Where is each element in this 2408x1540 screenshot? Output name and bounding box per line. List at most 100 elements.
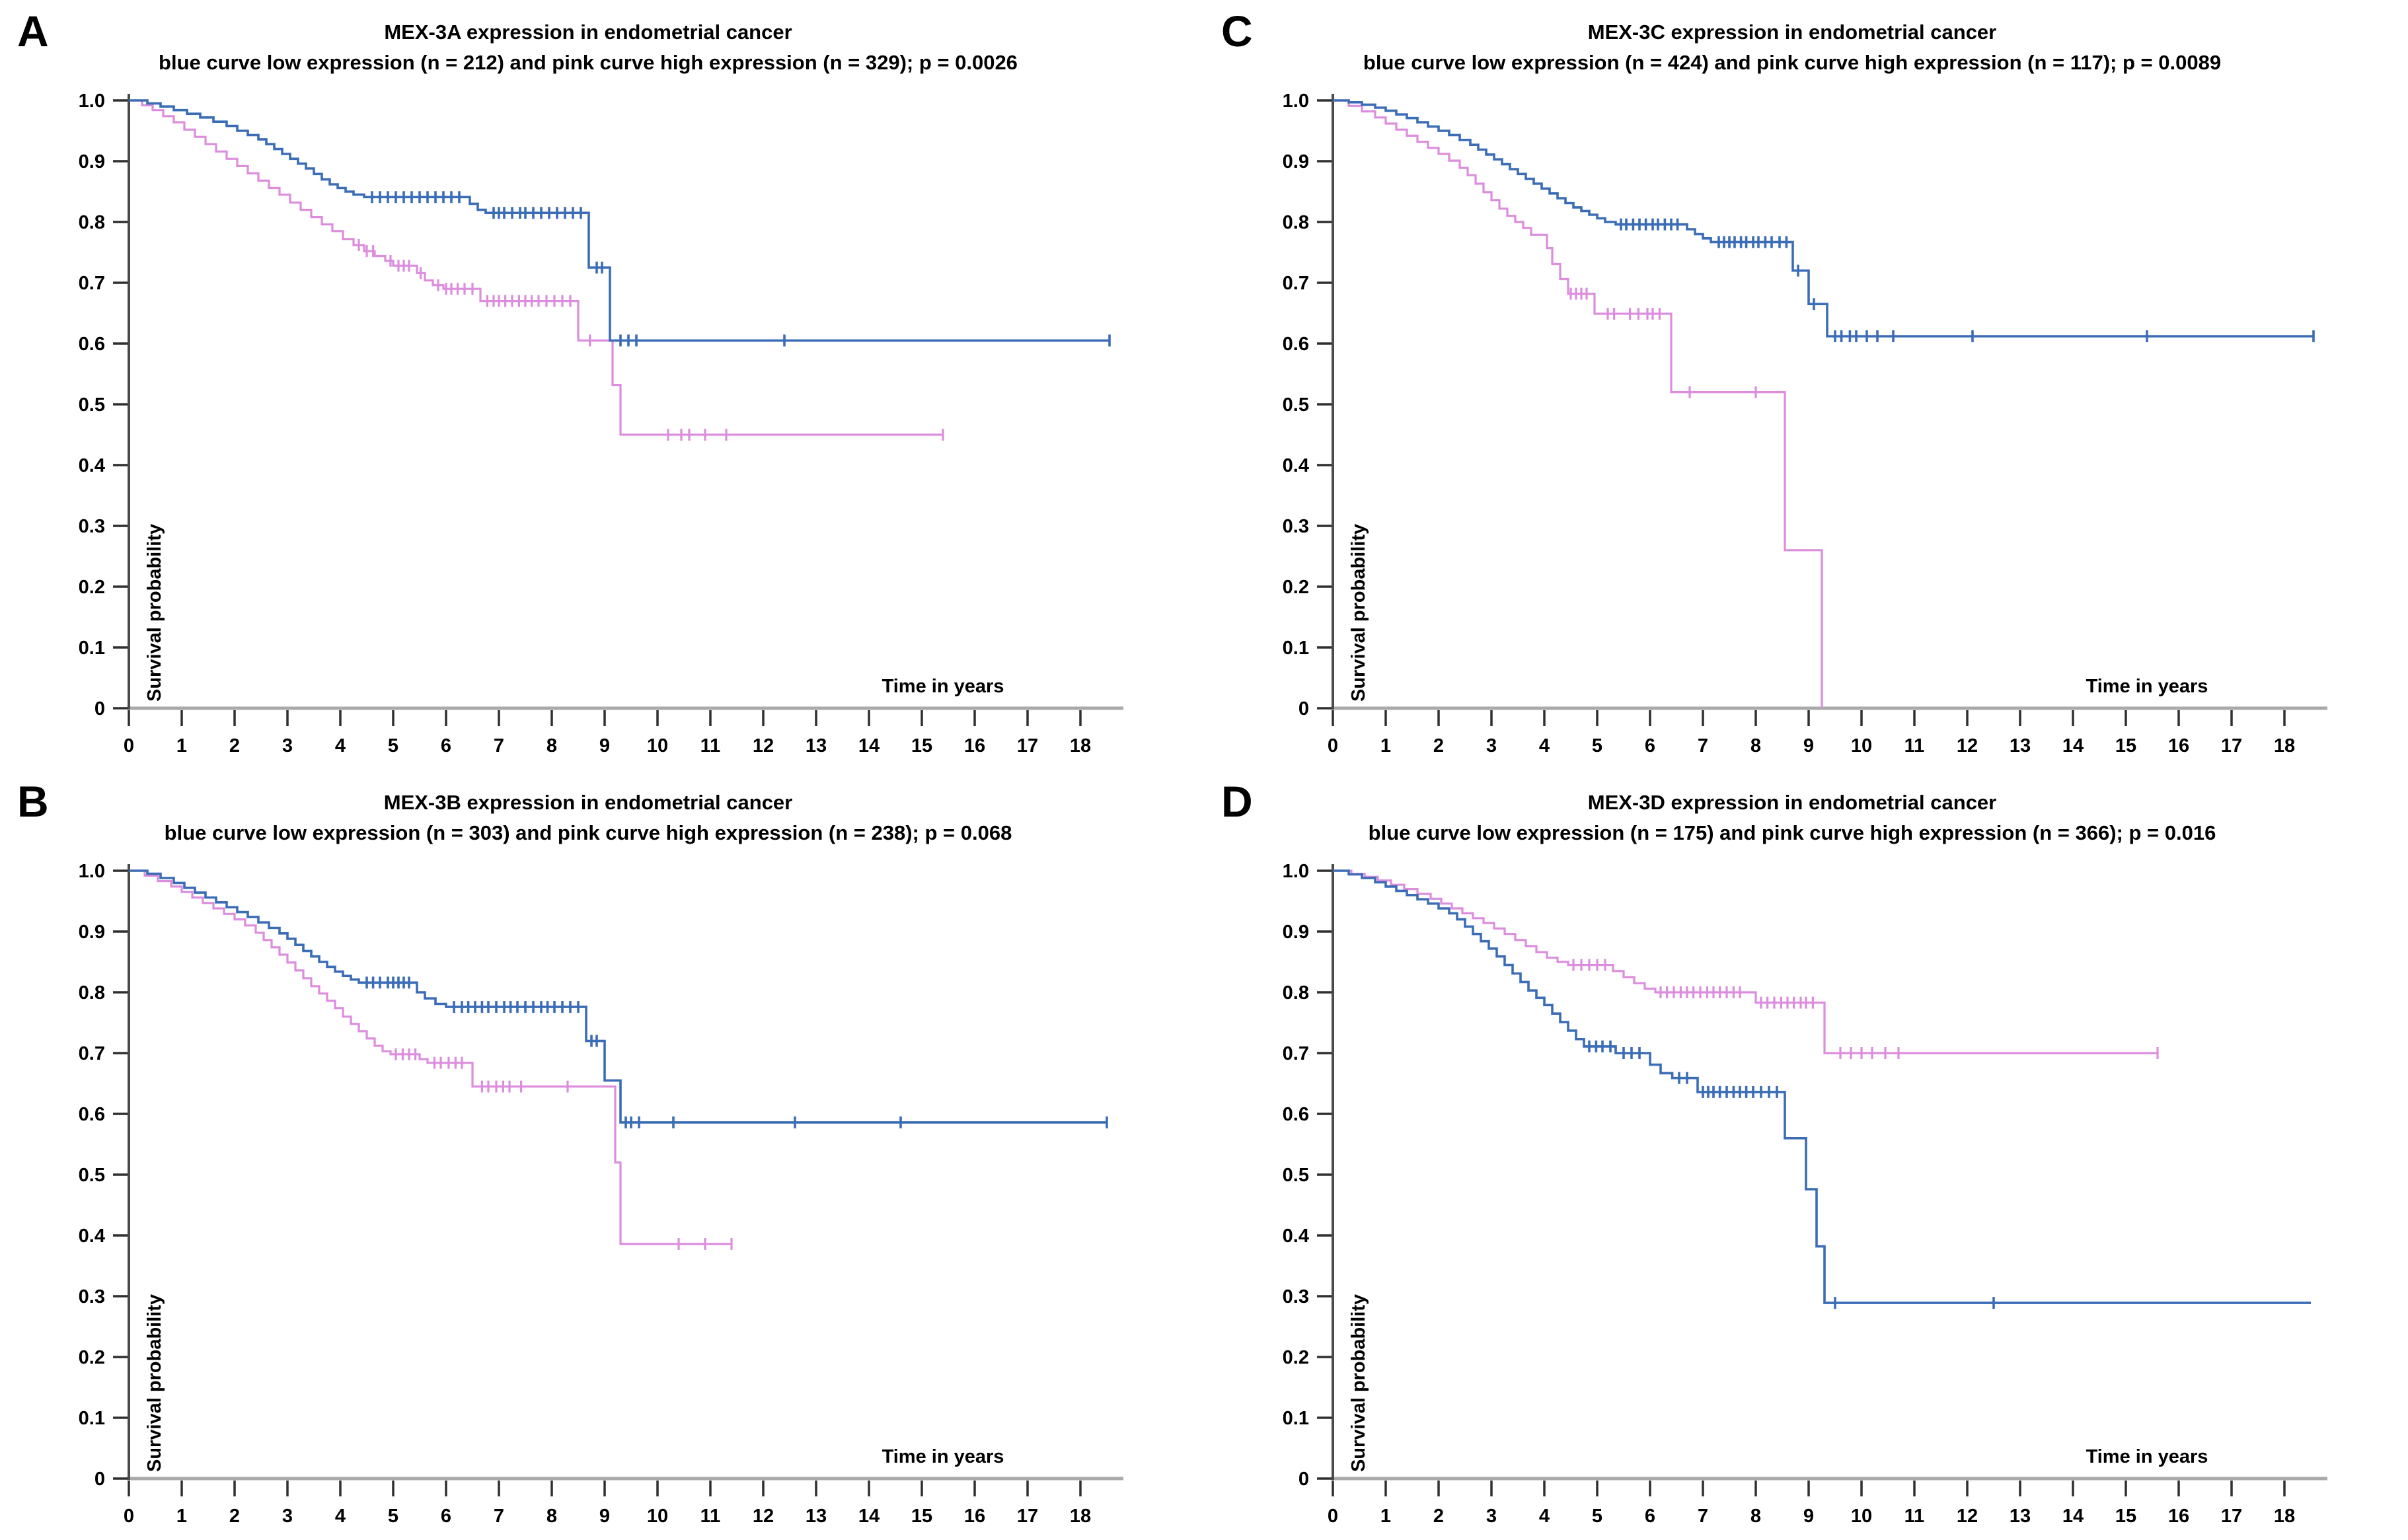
x-tick-label: 1 (176, 735, 187, 756)
y-tick-label: 0.9 (79, 922, 105, 943)
x-tick-label: 15 (911, 1506, 932, 1527)
km-curve-high-expression (1333, 869, 2158, 1054)
censor-ticks-high-expression (1569, 287, 1757, 398)
x-tick-label: 7 (494, 1506, 504, 1527)
x-tick-label: 9 (1803, 735, 1814, 756)
x-tick-label: 18 (1070, 1506, 1091, 1527)
chart-title: MEX-3A expression in endometrial cancer (384, 20, 792, 44)
km-curve-low-expression (129, 869, 1107, 1124)
x-tick-label: 3 (282, 1506, 293, 1527)
y-tick-label: 0 (1298, 1469, 1309, 1490)
y-tick-label: 0.2 (79, 577, 105, 598)
x-tick-label: 18 (2274, 1506, 2295, 1527)
y-tick-label: 0.4 (79, 1226, 105, 1247)
panel-letter: B (17, 777, 49, 826)
x-tick-label: 14 (858, 735, 880, 756)
x-tick-label: 4 (1539, 735, 1550, 756)
censor-ticks-high-expression (1572, 959, 2159, 1059)
x-tick-label: 8 (1750, 735, 1761, 756)
x-tick-label: 14 (2062, 1506, 2084, 1527)
x-tick-label: 13 (806, 735, 827, 756)
x-tick-label: 0 (124, 735, 134, 756)
chart-title: MEX-3D expression in endometrial cancer (1587, 791, 1997, 814)
x-tick-label: 4 (1539, 1506, 1550, 1527)
chart-title: MEX-3C expression in endometrial cancer (1587, 20, 1997, 44)
km-plot-b: 1.00.90.80.70.60.50.40.30.20.100 1 2 3 4 5 6 7 8… (79, 861, 1123, 1527)
chart-title: MEX-3B expression in endometrial cancer (383, 791, 793, 814)
x-tick-label: 9 (1803, 1506, 1814, 1527)
x-tick-label: 9 (599, 735, 610, 756)
x-tick-label: 17 (1017, 735, 1038, 756)
km-curve-low-expression (1333, 99, 2314, 338)
x-tick-label: 8 (546, 735, 557, 756)
y-tick-label: 0.5 (79, 394, 105, 416)
x-tick-label: 5 (388, 735, 398, 756)
x-tick-label: 3 (1486, 1506, 1497, 1527)
x-tick-label: 2 (229, 1506, 240, 1527)
censor-ticks-low-expression (1620, 218, 2315, 342)
km-curve-low-expression (1333, 869, 2311, 1304)
x-tick-label: 2 (229, 735, 240, 756)
x-tick-label: 5 (1592, 735, 1602, 756)
censor-ticks-high-expression (395, 1048, 733, 1250)
x-tick-label: 15 (2115, 735, 2136, 756)
x-tick-label: 13 (806, 1506, 827, 1527)
x-tick-label: 8 (546, 1506, 557, 1527)
y-tick-label: 0.3 (79, 1286, 105, 1307)
x-tick-label: 1 (176, 1506, 187, 1527)
y-tick-label: 0.1 (79, 638, 105, 659)
y-tick-label: 0.9 (79, 151, 105, 172)
chart-subtitle: blue curve low expression (n = 212) and … (159, 51, 1018, 74)
km-curve-low-expression (129, 99, 1110, 342)
x-tick-label: 11 (1904, 735, 1925, 756)
x-tick-label: 4 (335, 735, 346, 756)
panel-c: C MEX-3C expression in endometrial cance… (1204, 0, 2408, 770)
chart-subtitle: blue curve low expression (n = 424) and … (1363, 51, 2222, 74)
panel-d: D MEX-3D expression in endometrial cance… (1204, 770, 2408, 1540)
y-axis-title: Survival probability (144, 524, 165, 702)
y-tick-label: 0.5 (1283, 394, 1309, 416)
censor-ticks-low-expression (1588, 1040, 1995, 1309)
km-curve-high-expression (129, 869, 732, 1245)
x-axis-title: Time in years (2086, 1446, 2208, 1467)
x-tick-label: 12 (1957, 1506, 1978, 1527)
x-tick-label: 12 (1957, 735, 1978, 756)
x-tick-label: 16 (964, 735, 985, 756)
panel-b: B MEX-3B expression in endometrial cance… (0, 770, 1204, 1540)
y-axis-title: Survival probability (1348, 1294, 1369, 1472)
y-tick-label: 0.7 (79, 1043, 105, 1064)
y-tick-label: 1.0 (1283, 861, 1309, 882)
censor-ticks-low-expression (365, 976, 1108, 1128)
x-tick-label: 9 (599, 1506, 610, 1527)
y-tick-label: 0.3 (1283, 1286, 1309, 1307)
km-curve-high-expression (1333, 99, 1823, 708)
x-tick-label: 18 (2274, 735, 2295, 756)
x-tick-label: 0 (124, 1506, 134, 1527)
chart-title-block: MEX-3A expression in endometrial cancer … (73, 17, 1104, 78)
y-tick-label: 0.6 (1283, 334, 1309, 355)
x-tick-label: 17 (2221, 735, 2242, 756)
y-tick-label: 0.8 (79, 982, 105, 1004)
y-axis-title: Survival probability (144, 1294, 165, 1472)
x-tick-label: 16 (2168, 735, 2189, 756)
x-tick-label: 16 (2168, 1506, 2189, 1527)
y-tick-label: 0.5 (1283, 1165, 1309, 1186)
x-tick-label: 6 (441, 735, 451, 756)
x-tick-label: 10 (1851, 735, 1872, 756)
censor-ticks-low-expression (371, 191, 1111, 347)
x-tick-label: 18 (1070, 735, 1091, 756)
panel-letter: C (1221, 7, 1253, 55)
y-tick-label: 0.3 (1283, 516, 1309, 537)
y-tick-label: 0.4 (79, 455, 105, 476)
chart-title-block: MEX-3B expression in endometrial cancer … (73, 788, 1104, 848)
y-tick-label: 1.0 (79, 91, 105, 112)
x-tick-label: 7 (494, 735, 504, 756)
y-tick-label: 0.2 (79, 1347, 105, 1368)
chart-subtitle: blue curve low expression (n = 175) and … (1368, 821, 2216, 844)
x-axis-title: Time in years (882, 1446, 1004, 1467)
x-tick-label: 5 (1592, 1506, 1602, 1527)
y-tick-label: 0 (1298, 698, 1309, 719)
y-tick-label: 0.3 (79, 516, 105, 537)
y-tick-label: 0.1 (1283, 638, 1309, 659)
